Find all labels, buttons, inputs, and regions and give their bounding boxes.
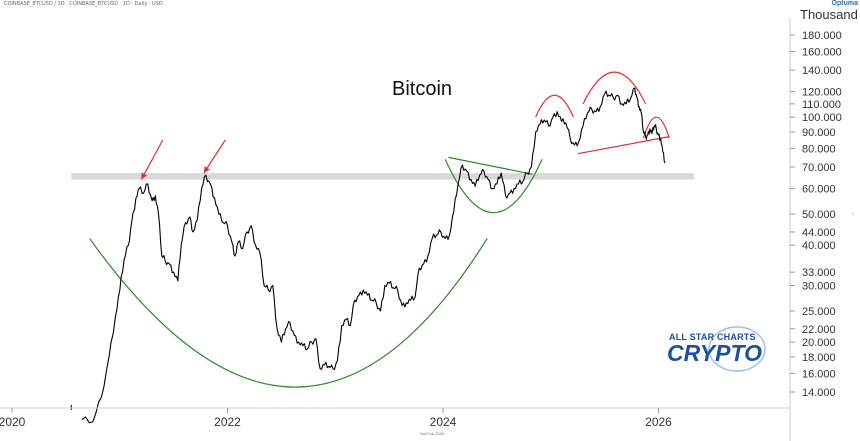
collapse-panel-icon[interactable]: ‹ bbox=[852, 211, 855, 218]
brand-logo: Optuma bbox=[831, 0, 858, 7]
date-stamp: Sat Feb 2026 bbox=[420, 431, 445, 436]
y-tick-label: 120.000 bbox=[802, 87, 842, 99]
watermark-line1: ALL STAR CHARTS bbox=[669, 332, 756, 342]
support-band bbox=[71, 173, 695, 180]
y-tick-label: 20.000 bbox=[802, 337, 836, 349]
y-tick-label: 16.000 bbox=[802, 368, 836, 380]
y-tick-label: 40.000 bbox=[802, 240, 836, 252]
y-tick-label: 80.000 bbox=[802, 143, 836, 155]
pointer-arrow bbox=[203, 139, 226, 174]
y-tick-label: 140.000 bbox=[802, 65, 842, 77]
y-tick-label: 44.000 bbox=[802, 227, 836, 239]
y-tick-label: 60.000 bbox=[802, 184, 836, 196]
head-shoulders-arc bbox=[582, 71, 647, 105]
y-tick-label: 180.000 bbox=[802, 30, 842, 42]
arrow-head bbox=[141, 172, 147, 180]
x-tick-label: 2026 bbox=[645, 415, 672, 429]
y-tick-label: 160.000 bbox=[802, 46, 842, 58]
price-line bbox=[81, 87, 666, 424]
head-shoulders-arc bbox=[642, 116, 670, 139]
chart-title: Bitcoin bbox=[392, 78, 453, 100]
x-tick-label: 2022 bbox=[214, 415, 241, 429]
small-cup-arc bbox=[444, 159, 543, 214]
y-tick-label: 33.000 bbox=[802, 267, 836, 279]
y-tick-label: 14.000 bbox=[802, 387, 836, 399]
y-tick-label: 22.000 bbox=[802, 324, 836, 336]
head-shoulders-arc bbox=[535, 94, 574, 118]
all-star-charts-crypto-watermark: ALL STAR CHARTS CRYPTO bbox=[663, 325, 773, 377]
x-tick-label: 2020 bbox=[0, 415, 26, 429]
y-tick-label: 70.000 bbox=[802, 162, 836, 174]
watermark-line2: CRYPTO bbox=[667, 340, 763, 366]
arrow-head bbox=[203, 166, 210, 174]
x-tick-label: 2024 bbox=[430, 415, 457, 429]
y-tick-label: 18.000 bbox=[802, 352, 836, 364]
y-tick-label: 50.000 bbox=[802, 209, 836, 221]
neckline bbox=[577, 136, 670, 155]
y-tick-label: 100.000 bbox=[802, 112, 842, 124]
consolidation-trendline bbox=[448, 156, 533, 175]
y-tick-label: 25.000 bbox=[802, 306, 836, 318]
large-cup-arc bbox=[89, 238, 488, 388]
chart-symbol-header: COINBASE_BTCUSD / 1D · COINBASE_BTCUSD ·… bbox=[4, 1, 163, 7]
y-tick-label: 110.000 bbox=[802, 99, 841, 111]
y-axis-unit-label: Thousand bbox=[800, 7, 858, 22]
pointer-arrow bbox=[140, 139, 164, 180]
y-tick-label: 90.000 bbox=[802, 127, 836, 139]
y-tick-label: 30.000 bbox=[802, 280, 836, 292]
